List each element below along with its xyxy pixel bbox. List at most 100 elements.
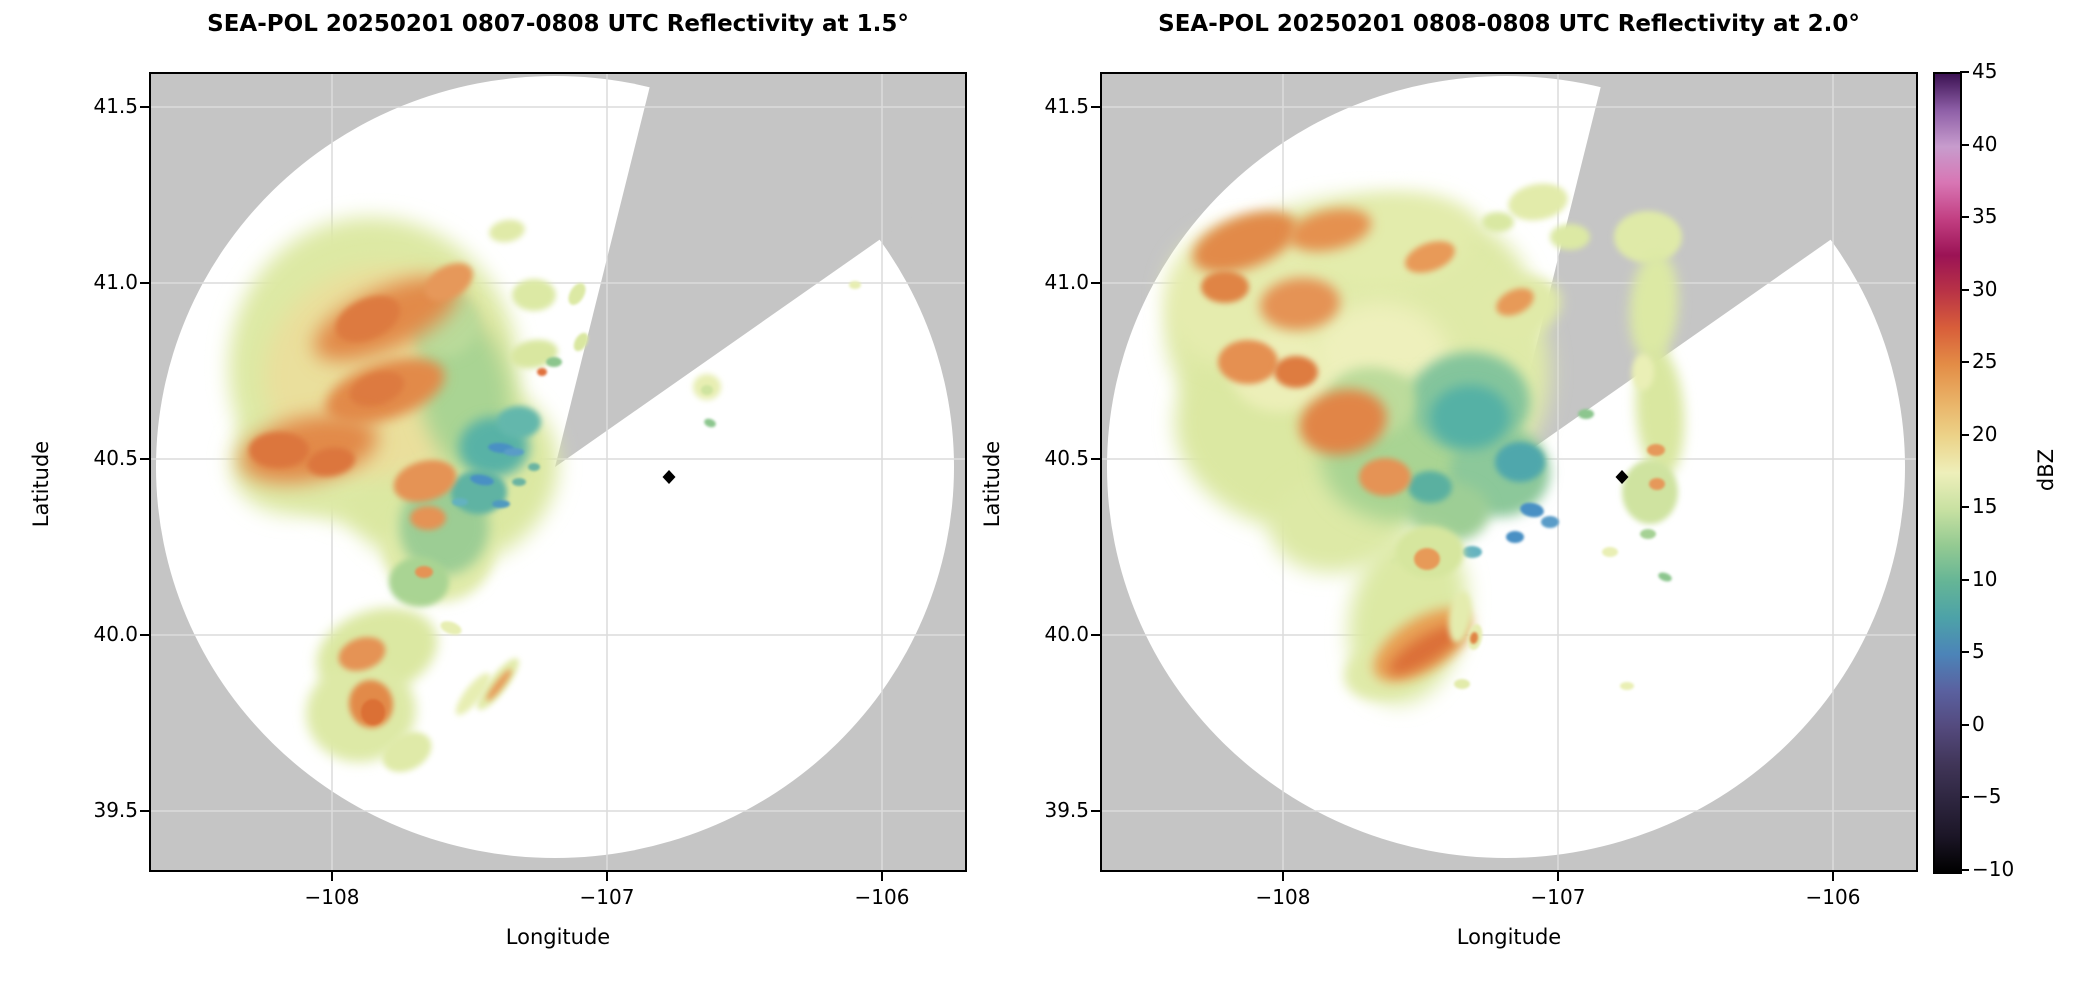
- echo-blob: [849, 281, 861, 289]
- x-tick-label: −106: [854, 885, 910, 909]
- x-axis-label-right: Longitude: [1456, 925, 1562, 949]
- echo-blob: [452, 498, 468, 506]
- echo-blob: [410, 506, 446, 530]
- panel-title-left: SEA-POL 20250201 0807-0808 UTC Reflectiv…: [207, 11, 909, 37]
- echo-blob: [1658, 572, 1672, 582]
- echo-blob: [1448, 591, 1472, 643]
- echo-blob: [1520, 502, 1544, 518]
- map-area: [149, 72, 967, 872]
- y-tick-label: 41.0: [93, 270, 138, 294]
- echo-blob: [361, 699, 385, 725]
- colorbar-tick-label: 30: [1972, 276, 1998, 301]
- echo-blob: [1482, 212, 1514, 232]
- echo-blob: [497, 406, 541, 438]
- colorbar-tick-mark: [1960, 651, 1969, 654]
- x-axis-label-left: Longitude: [505, 925, 611, 949]
- echo-blob: [338, 637, 386, 671]
- echo-blob: [486, 669, 512, 701]
- colorbar-tick-label: 35: [1972, 204, 1998, 229]
- y-tick-label: 40.0: [93, 622, 138, 646]
- echo-blob: [382, 731, 432, 773]
- echo-blob: [1496, 288, 1534, 316]
- y-axis-label-right: Latitude: [980, 440, 1004, 528]
- y-tick-label: 41.0: [1044, 270, 1089, 294]
- echo-blob: [455, 672, 491, 716]
- colorbar-tick-label: −5: [1972, 784, 2002, 809]
- echo-blob: [335, 296, 401, 342]
- echo-blob: [1462, 546, 1482, 558]
- x-tick-label: −108: [304, 885, 360, 909]
- echo-blob: [704, 418, 716, 428]
- colorbar-tick-mark: [1960, 361, 1969, 364]
- colorbar-tick-mark: [1960, 288, 1969, 291]
- echo-blob: [1541, 516, 1559, 528]
- y-tick-label: 40.5: [93, 446, 138, 470]
- echo-blob: [512, 279, 556, 311]
- panel-title-right: SEA-POL 20250201 0808-0808 UTC Reflectiv…: [1158, 11, 1860, 37]
- echo-blob: [1620, 682, 1634, 690]
- echo-blob: [1469, 632, 1479, 644]
- echo-blob: [1218, 340, 1278, 384]
- y-tick-label: 39.5: [1044, 798, 1089, 822]
- plot-border: [149, 72, 967, 872]
- x-tick-label: −107: [579, 885, 635, 909]
- y-tick-label: 40.5: [1044, 446, 1089, 470]
- colorbar-tick-mark: [1960, 796, 1969, 799]
- echo-blob: [393, 459, 457, 503]
- echo-blob: [1649, 478, 1665, 490]
- echo-blob: [1430, 385, 1510, 449]
- echo-blob: [1192, 211, 1298, 273]
- echo-blob: [1640, 529, 1656, 539]
- blocked-sector-wedge: [555, 72, 967, 467]
- colorbar-tick-label: 0: [1972, 711, 1985, 736]
- radar-ppi-plot-right: [1091, 72, 1918, 881]
- echo-blob: [504, 448, 524, 456]
- echo-blob: [1629, 252, 1679, 362]
- x-tick-label: −107: [1530, 885, 1586, 909]
- colorbar-tick-label: 40: [1972, 131, 1998, 156]
- echo-blob: [1405, 241, 1455, 273]
- echo-blob: [1201, 271, 1249, 303]
- x-tick-label: −106: [1805, 885, 1861, 909]
- y-tick-label: 41.5: [93, 94, 138, 118]
- colorbar-tick-label: −10: [1972, 857, 2015, 881]
- echo-blob: [510, 339, 558, 369]
- echo-blob: [1495, 442, 1545, 482]
- echo-blob: [249, 432, 309, 468]
- echo-blob: [1614, 211, 1682, 263]
- y-tick-label: 40.0: [1044, 622, 1089, 646]
- colorbar-tick-mark: [1960, 578, 1969, 581]
- y-tick-label: 41.5: [1044, 94, 1089, 118]
- echo-blob: [1260, 277, 1340, 331]
- colorbar-tick-mark: [1960, 71, 1969, 73]
- echo-blob: [1408, 471, 1452, 503]
- echo-blob: [440, 621, 462, 635]
- echo-blob: [349, 371, 405, 407]
- radar-site-marker: [662, 470, 676, 484]
- radar-site-marker: [1615, 470, 1629, 484]
- echo-blob: [528, 463, 540, 471]
- echo-blob: [1288, 208, 1372, 252]
- echo-blob: [546, 357, 562, 367]
- echo-blob: [1622, 460, 1678, 524]
- echo-blob: [701, 385, 713, 395]
- colorbar-tick-label: 15: [1972, 494, 1998, 519]
- colorbar-tick-mark: [1960, 216, 1969, 219]
- colorbar-tick-label: 20: [1972, 421, 1998, 446]
- echo-blob: [512, 478, 526, 486]
- echo-blob: [1508, 183, 1568, 221]
- radar-ppi-plot-left: [140, 72, 967, 881]
- colorbar-tick-label: 25: [1972, 349, 1998, 374]
- colorbar-tick-mark: [1960, 433, 1969, 436]
- colorbar-tick-mark: [1960, 506, 1969, 509]
- echo-blob: [1274, 356, 1318, 388]
- y-tick-label: 39.5: [93, 798, 138, 822]
- echo-blob: [1414, 548, 1440, 570]
- echo-blob: [1578, 409, 1594, 419]
- echo-blob: [1647, 444, 1665, 456]
- map-area: [1100, 72, 1918, 872]
- echo-blob: [568, 283, 586, 305]
- reflectivity-echoes: [228, 217, 861, 773]
- echo-blob: [492, 500, 510, 508]
